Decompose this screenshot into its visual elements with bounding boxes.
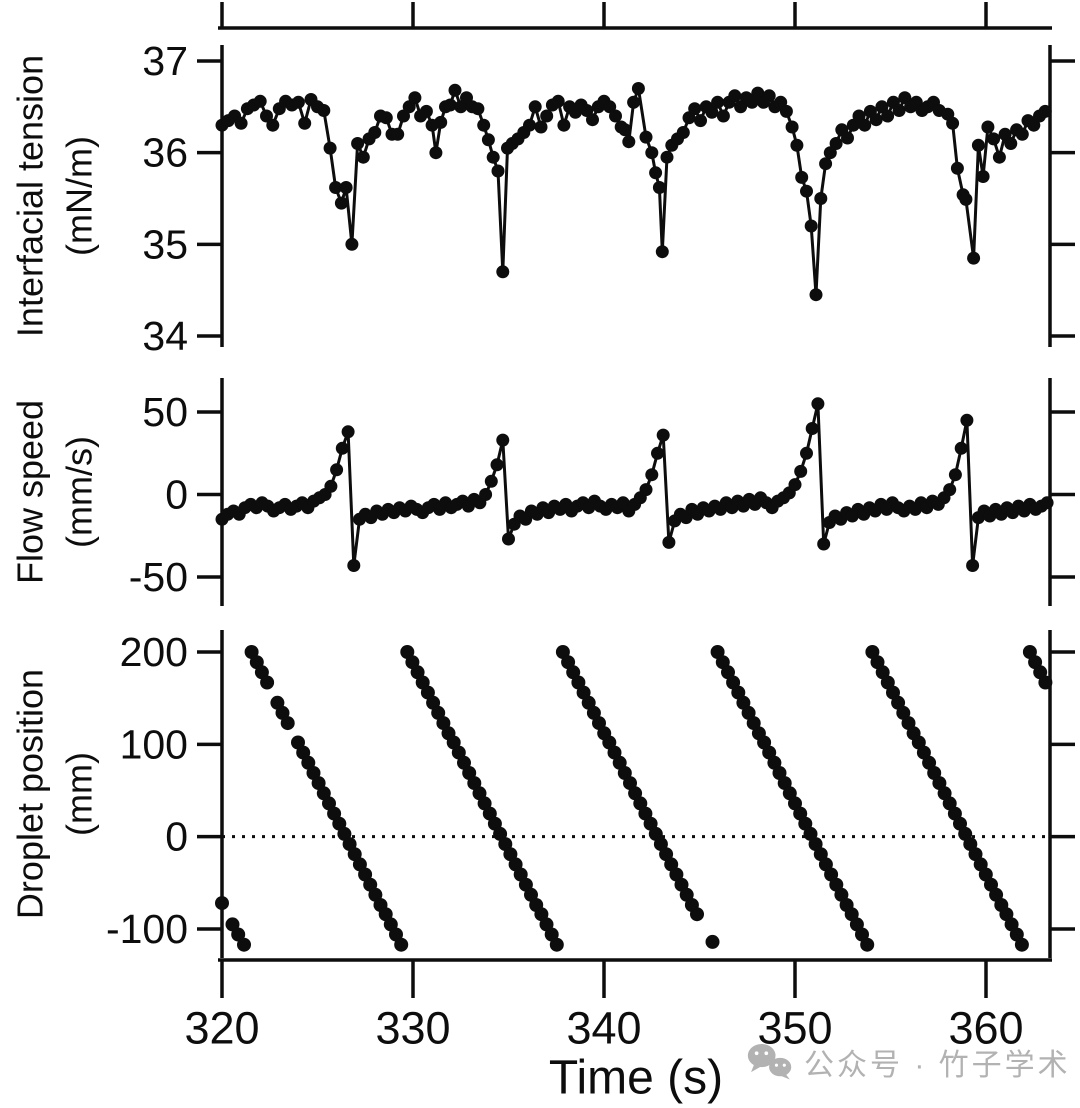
y-tick-label: 36 (142, 130, 188, 176)
y-axis-label-units: (mm/s) (59, 436, 100, 548)
y-tick-label: 200 (120, 629, 188, 675)
y-tick-label: 35 (142, 221, 188, 267)
flow-speed-panel: 50 0 -50 Flow speed (mm/s) (10, 378, 1075, 606)
y-axis-label-units: (mm) (59, 752, 100, 836)
droplet-position-series (215, 645, 1053, 952)
y-tick-label: 34 (142, 313, 188, 359)
droplet-position-panel: 200 100 0 -100 Droplet position (mm) (10, 629, 1075, 958)
y-axis-label-units: (mN/m) (59, 136, 100, 256)
x-tick-label: 320 (184, 1003, 259, 1054)
x-tick-label: 350 (757, 1003, 832, 1054)
y-tick-label: 50 (142, 389, 188, 435)
y-axis-label: Flow speed (10, 400, 51, 584)
y-tick-label: 37 (142, 38, 188, 84)
watermark-text: 公众号 · 竹子学术 (804, 1049, 1071, 1082)
x-tick-label: 340 (566, 1003, 641, 1054)
interfacial-tension-series (215, 82, 1052, 302)
interfacial-tension-panel: 37 36 35 34 Interfacial tension (mN/m) (10, 38, 1075, 359)
time-axis-label: Time (s) (549, 1052, 723, 1105)
y-tick-label: -50 (129, 554, 188, 600)
y-tick-label: 100 (120, 721, 188, 767)
y-tick-label: 0 (165, 814, 188, 860)
flow-speed-series (215, 397, 1054, 572)
wechat-icon (747, 1044, 792, 1080)
watermark: 公众号 · 竹子学术 (746, 1038, 1071, 1086)
y-axis-label: Droplet position (10, 669, 51, 919)
top-time-axis (218, 2, 1052, 30)
x-tick-label: 330 (375, 1003, 450, 1054)
y-axis-label: Interfacial tension (10, 55, 51, 337)
bottom-time-axis: 320 330 340 350 360 Time (s) (184, 958, 1052, 1105)
x-tick-label: 360 (948, 1003, 1023, 1054)
y-tick-label: -100 (106, 906, 188, 952)
y-tick-label: 0 (165, 472, 188, 518)
